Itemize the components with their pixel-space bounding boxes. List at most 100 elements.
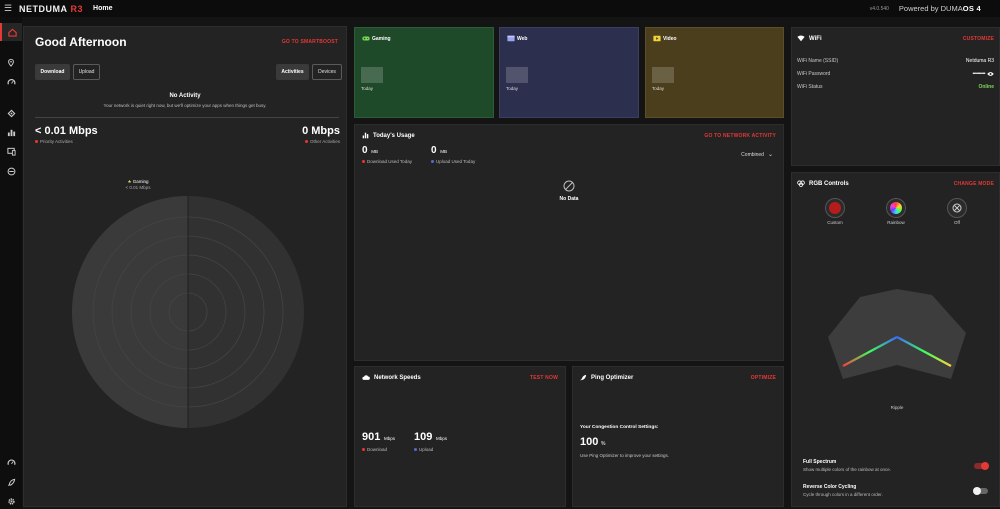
rainbow-option[interactable] (886, 198, 906, 218)
download-dot (362, 160, 365, 163)
gaming-thumbnail (361, 67, 383, 83)
top-bar: ☰ NETDUMA R3 Home v4.0.540 Powered by DUM… (0, 0, 1000, 17)
upload-toggle-button[interactable]: Upload (73, 64, 100, 80)
home-icon[interactable] (0, 23, 22, 41)
upload-speed: 109 Mbps (414, 431, 448, 443)
full-spectrum-desc: Show multiple colors of the rainbow at o… (803, 467, 892, 472)
effect-label: Ripple (890, 405, 904, 410)
toggle-knob (981, 462, 989, 470)
version-label: v4.0.540 (869, 5, 889, 12)
combined-dropdown[interactable]: Combined ⌄ (741, 151, 773, 159)
wifi-card: WiFi CUSTOMIZE WiFi Name (SSID) Netduma … (791, 27, 1000, 166)
usage-title: Today's Usage (373, 132, 415, 139)
speedometer-icon[interactable] (0, 73, 22, 91)
video-today-label: Today (652, 86, 665, 91)
page-title: Home (93, 5, 113, 12)
reverse-cycling-desc: Cycle through colors in a different orde… (803, 492, 883, 497)
wifi-icon (797, 35, 805, 42)
download-speed: 901 Mbps (362, 431, 396, 443)
light-strip-right (896, 336, 952, 367)
password-value: •••••••••• (972, 71, 985, 77)
network-activity-link[interactable]: GO TO NETWORK ACTIVITY (704, 133, 776, 139)
congestion-settings-label: Your Congestion Control Settings: (580, 425, 659, 430)
rocket-icon (580, 374, 587, 381)
gear-icon[interactable] (0, 492, 22, 509)
change-mode-link[interactable]: CHANGE MODE (953, 181, 994, 187)
star-icon: ★ (127, 179, 132, 184)
custom-option[interactable] (825, 198, 845, 218)
web-thumbnail (506, 67, 528, 83)
download-usage: 0 MB (362, 145, 378, 156)
full-spectrum-toggle[interactable] (974, 462, 989, 470)
reverse-cycling-toggle[interactable] (973, 487, 988, 495)
toggle-knob (973, 487, 981, 495)
web-today-label: Today (506, 86, 519, 91)
ping-header: Ping Optimizer (580, 374, 633, 381)
off-icon (952, 203, 962, 213)
sidebar (0, 17, 22, 509)
no-activity-desc: Your network is quiet right now, but we'… (103, 103, 267, 108)
bar-chart-icon (362, 132, 369, 139)
rocket-icon[interactable] (0, 473, 22, 491)
video-icon (653, 35, 661, 42)
video-thumbnail (652, 67, 674, 83)
network-speeds-card: Network Speeds TEST NOW 901 Mbps Downloa… (354, 366, 566, 507)
divider (35, 117, 339, 118)
no-data-icon (563, 180, 575, 192)
rgb-header: RGB Controls (797, 180, 849, 187)
gamepad-icon (362, 36, 370, 41)
priority-speed: < 0.01 Mbps (35, 125, 98, 137)
upload-usage: 0 MB (431, 145, 447, 156)
cloud-icon (362, 375, 370, 380)
gauge-icon[interactable] (0, 453, 22, 471)
activities-toggle-button[interactable]: Activities (276, 64, 309, 80)
block-icon[interactable] (0, 162, 22, 180)
wifi-title: WiFi (809, 35, 822, 42)
test-now-link[interactable]: TEST NOW (530, 375, 558, 381)
chevron-down-icon: ⌄ (767, 152, 773, 158)
devices-toggle-button[interactable]: Devices (312, 64, 342, 80)
custom-option-label: Custom (827, 220, 843, 225)
video-tile[interactable]: Video Today (645, 27, 784, 118)
custom-color-swatch (829, 202, 841, 214)
router-light-preview (828, 289, 966, 379)
usage-header: Today's Usage (362, 132, 415, 139)
web-tile[interactable]: Web Today (499, 27, 639, 118)
upload-speed-label: Upload (414, 447, 433, 452)
download-toggle-button[interactable]: Download (35, 64, 70, 80)
upload-usage-label: Upload Used Today (431, 159, 475, 164)
upload-dot (431, 160, 434, 163)
optimize-link[interactable]: OPTIMIZE (750, 375, 776, 381)
ping-optimizer-desc: Use Ping Optimizer to improve your setti… (580, 453, 670, 458)
status-label: WiFi Status (797, 84, 823, 90)
location-pin-icon[interactable] (0, 53, 22, 71)
no-data-label: No Data (559, 196, 579, 202)
off-option[interactable] (947, 198, 967, 218)
other-speed: 0 Mbps (302, 125, 340, 137)
rainbow-color-swatch (890, 202, 902, 214)
rgb-controls-card: RGB Controls CHANGE MODE Custom Rainbow … (791, 172, 1000, 507)
ping-title: Ping Optimizer (591, 374, 634, 381)
rgb-title: RGB Controls (809, 180, 849, 187)
rgb-light-icon (797, 180, 805, 187)
eye-icon[interactable] (987, 71, 994, 77)
light-strip-left (842, 336, 898, 367)
usage-card: Today's Usage GO TO NETWORK ACTIVITY 0 M… (354, 124, 784, 361)
no-activity-title: No Activity (169, 93, 201, 99)
customize-link[interactable]: CUSTOMIZE (962, 36, 994, 42)
gaming-tile[interactable]: Gaming Today (354, 27, 494, 118)
ping-optimizer-card: Ping Optimizer OPTIMIZE Your Congestion … (572, 366, 784, 507)
devices-icon[interactable] (0, 142, 22, 160)
shield-icon[interactable] (0, 104, 22, 122)
priority-legend: Priority Activities (35, 139, 73, 144)
hamburger-menu-icon[interactable]: ☰ (3, 3, 13, 13)
web-tile-title: Web (517, 36, 528, 42)
smartboost-link[interactable]: GO TO SMARTBOOST (281, 39, 338, 45)
brand-logo: NETDUMA R3 (19, 3, 84, 14)
gaming-tile-title: Gaming (372, 36, 391, 42)
bar-chart-icon[interactable] (0, 123, 22, 141)
wifi-header: WiFi (797, 35, 822, 42)
other-legend: Other Activities (304, 139, 340, 144)
greeting-title: Good Afternoon (35, 35, 127, 49)
other-dot (304, 140, 308, 143)
